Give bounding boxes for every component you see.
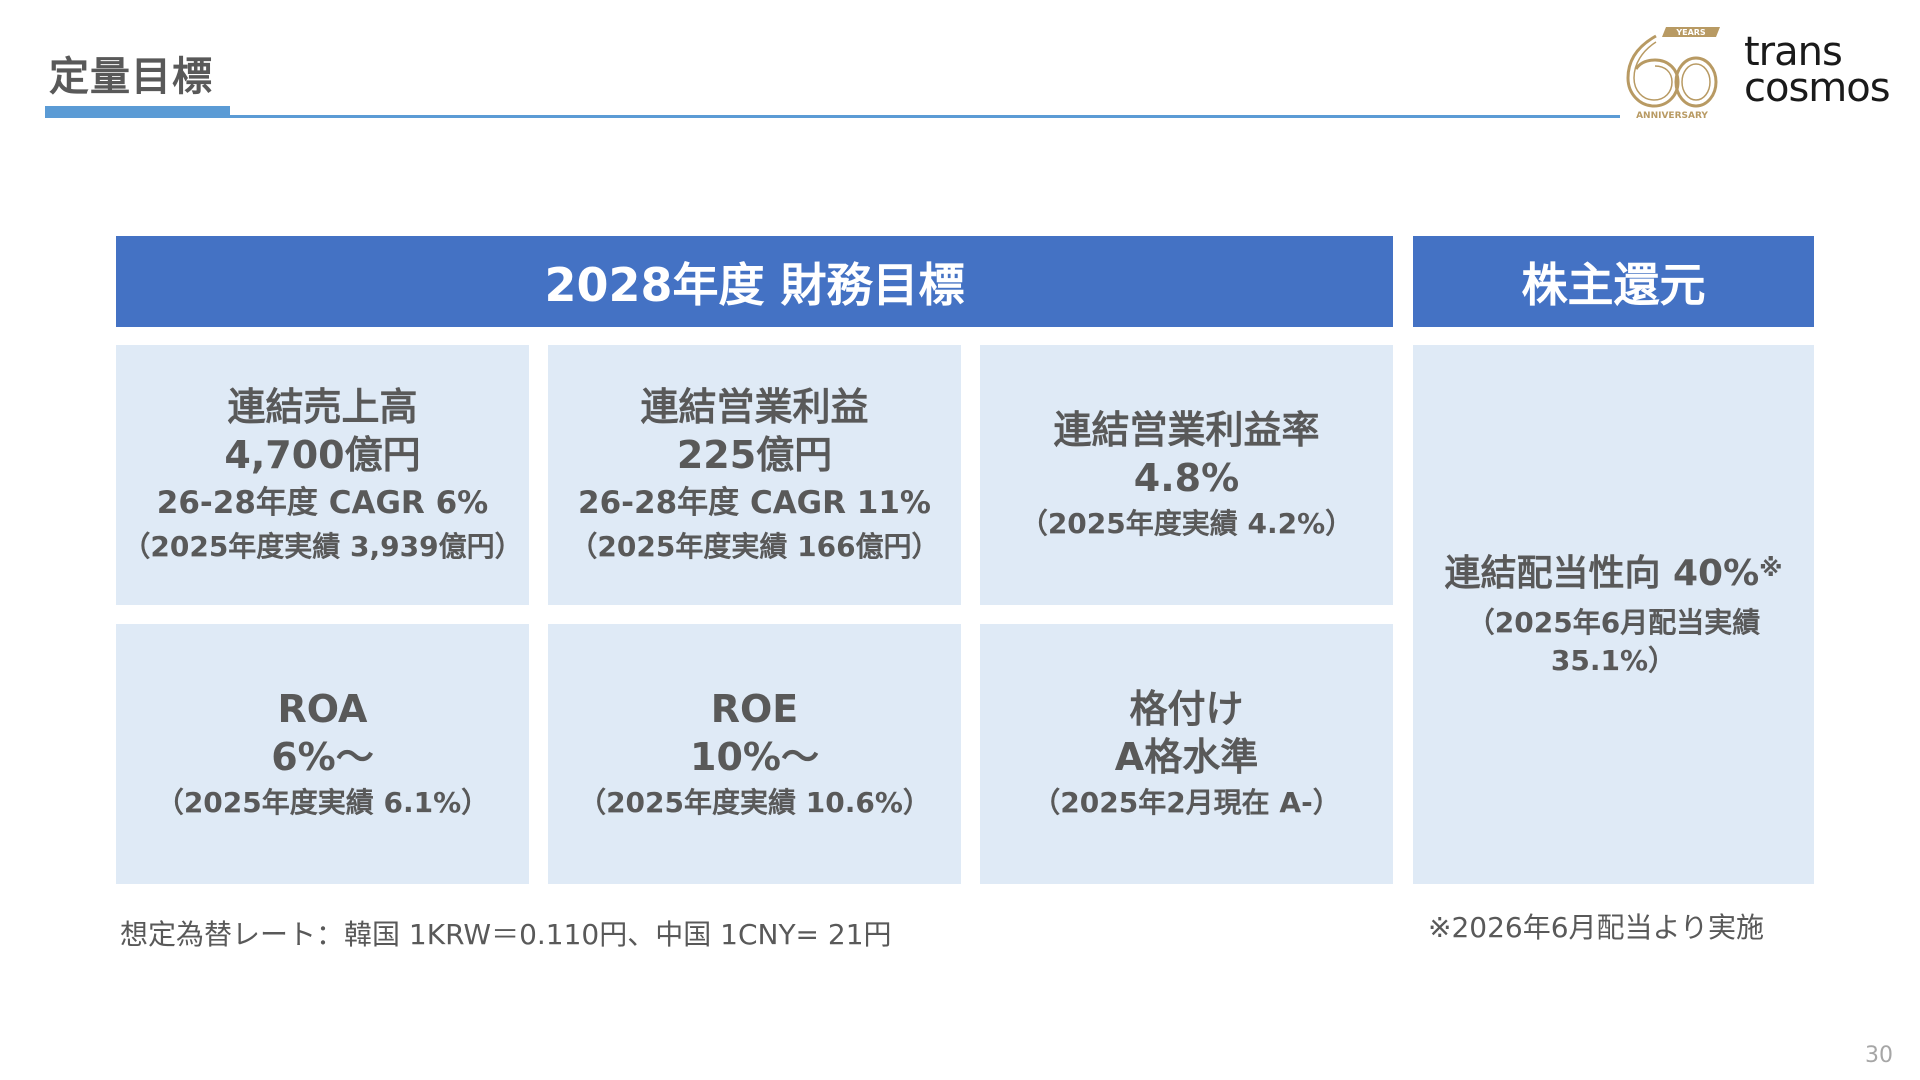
logo-brand-line1: trans: [1744, 29, 1843, 75]
card-value: 10%～: [690, 735, 819, 779]
consolidated-operating-margin-card: 連結営業利益率 4.8% （2025年度実績 4.2%）: [980, 345, 1393, 605]
title-divider: [45, 115, 1620, 118]
card-value: 6%～: [271, 735, 374, 779]
credit-rating-card: 格付け A格水準 （2025年2月現在 A-）: [980, 624, 1393, 884]
consolidated-operating-income-card: 連結営業利益 225億円 26-28年度 CAGR 11% （2025年度実績 …: [548, 345, 961, 605]
card-value: 4,700億円: [224, 433, 421, 477]
card-title: 連結売上高: [227, 385, 418, 429]
exchange-rate-note: 想定為替レート：韓国 1KRW＝0.110円、中国 1CNY= 21円: [120, 918, 892, 951]
title-accent-bar: [45, 106, 230, 118]
shareholder-return-header: 株主還元: [1413, 236, 1814, 327]
card-actual: （2025年度実績 4.2%）: [1019, 507, 1354, 540]
card-actual: （2025年2月現在 A-）: [1032, 786, 1341, 819]
anniversary-label-text: ANNIVERSARY: [1636, 111, 1708, 120]
anniversary-logo-icon: YEARS ANNIVERSARY: [1626, 27, 1720, 120]
card-actual: （2025年度実績 166億円）: [569, 530, 940, 563]
card-title: ROE: [710, 687, 799, 731]
logo-brand-line2: cosmos: [1744, 65, 1891, 111]
card-actual: （2025年度実績 10.6%）: [578, 786, 931, 819]
card-actual-line2: 35.1%）: [1550, 643, 1677, 677]
card-title: 格付け: [1129, 687, 1244, 731]
card-title: 連結営業利益率: [1053, 408, 1320, 452]
card-actual: （2025年度実績 3,939億円）: [122, 530, 523, 563]
financial-targets-header: 2028年度 財務目標: [116, 236, 1393, 327]
consolidated-sales-card: 連結売上高 4,700億円 26-28年度 CAGR 6% （2025年度実績 …: [116, 345, 529, 605]
card-actual-line1: （2025年6月配当実績: [1466, 605, 1761, 639]
card-title: 連結配当性向 40%: [1444, 552, 1760, 594]
financial-targets-header-label: 2028年度 財務目標: [544, 257, 965, 312]
card-cagr: 26-28年度 CAGR 11%: [578, 485, 931, 521]
roe-card: ROE 10%～ （2025年度実績 10.6%）: [548, 624, 961, 884]
card-title: 連結営業利益: [640, 385, 869, 429]
card-value: 225億円: [676, 433, 833, 477]
card-actual: （2025年度実績 6.1%）: [155, 786, 490, 819]
page-title: 定量目標: [49, 54, 213, 100]
card-title: ROA: [277, 687, 368, 731]
anniversary-years-text: YEARS: [1675, 28, 1706, 37]
note-mark: ※: [1759, 553, 1783, 582]
card-value: 4.8%: [1133, 456, 1240, 500]
page-number: 30: [1865, 1043, 1893, 1068]
shareholder-return-header-label: 株主還元: [1521, 257, 1706, 312]
transcosmos-logo: trans cosmos: [1744, 29, 1891, 111]
dividend-title-row: 連結配当性向 40%※: [1444, 550, 1782, 598]
card-cagr: 26-28年度 CAGR 6%: [156, 485, 489, 521]
card-value: A格水準: [1114, 735, 1259, 779]
roa-card: ROA 6%～ （2025年度実績 6.1%）: [116, 624, 529, 884]
dividend-note: ※2026年6月配当より実施: [1428, 911, 1764, 944]
dividend-payout-card: 連結配当性向 40%※ （2025年6月配当実績 35.1%）: [1413, 345, 1814, 884]
